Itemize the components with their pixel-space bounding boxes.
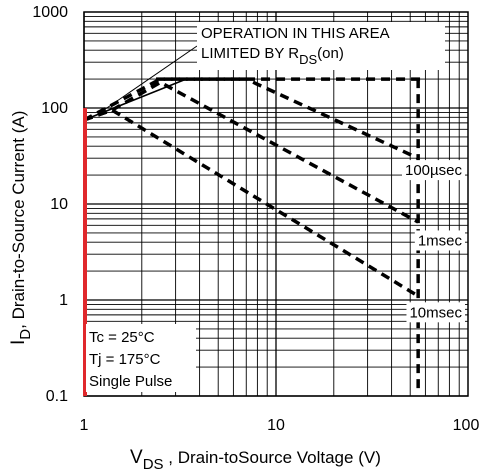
series-label-100us: 100µsec	[405, 162, 463, 179]
x-axis-label-main: V	[130, 447, 143, 468]
annotation-leader-line	[100, 45, 198, 113]
y-axis-label: ID, Drain-to-Source Current (A)	[8, 111, 34, 345]
annotation-line-2: LIMITED BY RDS(on)	[201, 45, 344, 67]
annotation-line-2-main: LIMITED BY R	[201, 45, 299, 62]
y-tick-label: 100	[41, 100, 68, 117]
x-tick-label: 10	[267, 417, 285, 434]
y-tick-label: 10	[50, 196, 68, 213]
annotation-line-2-rest: (on)	[317, 45, 344, 62]
condition-tj: Tj = 175°C	[89, 351, 161, 368]
x-axis-label-sub: DS	[143, 456, 164, 473]
series-labels: 100µsec 1msec 10msec	[401, 160, 465, 323]
series-label-bg-10ms	[406, 302, 465, 323]
annotation-line-2-sub: DS	[299, 52, 317, 67]
condition-single-pulse: Single Pulse	[89, 373, 172, 390]
condition-tc: Tc = 25°C	[89, 329, 155, 346]
rds-on-limit-line	[83, 78, 187, 121]
y-tick-label: 1	[59, 292, 68, 309]
y-tick-label: 0.1	[46, 388, 68, 405]
x-axis-label-rest: , Drain-toSource Voltage (V)	[164, 448, 381, 467]
series-label-bg-100us	[401, 160, 465, 181]
series-label-10ms: 10msec	[409, 304, 462, 321]
x-tick-label: 1	[80, 417, 89, 434]
x-tick-label: 100	[453, 417, 480, 434]
y-tick-label: 1000	[32, 4, 68, 21]
y-axis-label-rest: , Drain-to-Source Current (A)	[9, 111, 28, 329]
x-axis-label: VDS , Drain-toSource Voltage (V)	[130, 447, 381, 473]
y-tick-labels: 0.1 1 10 100 1000	[32, 4, 68, 405]
y-axis-label-main: I	[8, 340, 29, 345]
x-tick-labels: 1 10 100	[80, 417, 480, 434]
conditions-box	[86, 324, 196, 392]
series-line-1ms	[83, 80, 419, 224]
annotation-box	[197, 22, 445, 70]
series-label-bg-1ms	[414, 230, 465, 251]
series-label-1ms: 1msec	[418, 232, 463, 249]
annotation-line-1: OPERATION IN THIS AREA	[201, 25, 390, 42]
y-axis-label-sub: D	[17, 329, 34, 340]
